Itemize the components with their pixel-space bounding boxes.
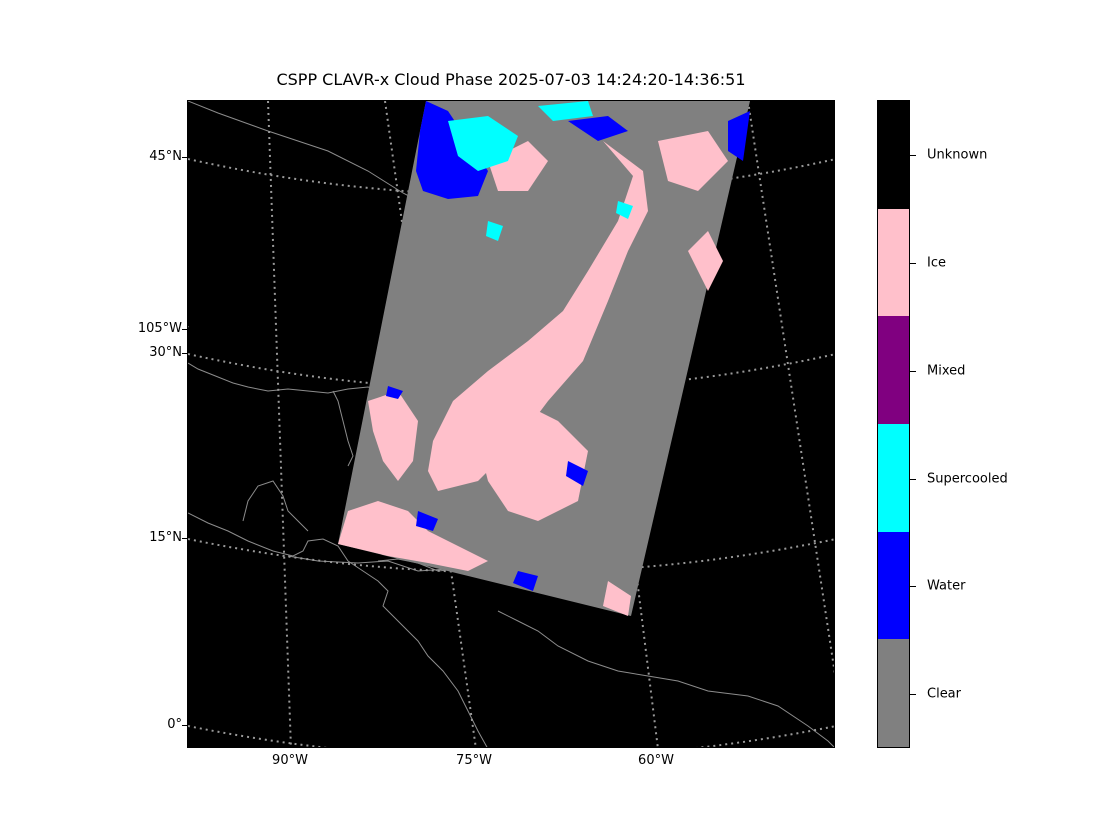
coastline-southamerica: [497, 610, 834, 747]
satellite-swath: [338, 101, 750, 616]
colorbar-segment-unknown: [878, 101, 909, 209]
colorbar-label-mixed: Mixed: [927, 363, 966, 379]
meridian-75w: [384, 101, 477, 747]
colorbar-label-supercooled: Supercooled: [927, 471, 1008, 487]
colorbar-tick-water: [910, 586, 916, 587]
lat-tick-15n: [182, 538, 187, 539]
colorbar-label-clear: Clear: [927, 686, 961, 702]
chart-title: CSPP CLAVR-x Cloud Phase 2025-07-03 14:2…: [276, 70, 746, 89]
meridian-90w: [267, 101, 292, 747]
lat-tick-45n: [182, 157, 187, 158]
lat-label-15n: 15°N: [149, 530, 182, 545]
colorbar-tick-supercooled: [910, 479, 916, 480]
map-panel: [187, 100, 835, 748]
colorbar-tick-mixed: [910, 371, 916, 372]
supercooled-regions: [448, 101, 633, 241]
colorbar-segment-supercooled: [878, 424, 909, 532]
colorbar-tick-clear: [910, 694, 916, 695]
parallel-15n: [188, 538, 834, 574]
colorbar-label-unknown: Unknown: [927, 147, 988, 163]
lon-tick-105w: [182, 329, 187, 330]
lat-tick-0: [182, 725, 187, 726]
lat-tick-30n: [182, 353, 187, 354]
colorbar-segment-clear: [878, 639, 909, 748]
colorbar-label-ice: Ice: [927, 255, 946, 271]
lat-label-45n: 45°N: [149, 149, 182, 164]
coastline-florida: [332, 390, 354, 467]
colorbar-segment-ice: [878, 208, 909, 317]
map-canvas: [188, 101, 834, 747]
coastlines: [188, 101, 834, 747]
lon-label-60w: 60°W: [638, 753, 674, 768]
meridian-east: [747, 101, 834, 675]
colorbar-label-water: Water: [927, 578, 966, 594]
coastline-north: [188, 101, 429, 207]
coastline-mexico: [188, 512, 488, 747]
colorbar-tick-unknown: [910, 155, 916, 156]
parallel-0: [188, 725, 834, 747]
colorbar: [877, 100, 910, 748]
lat-label-0: 0°: [167, 717, 182, 732]
colorbar-segment-water: [878, 531, 909, 640]
lon-label-75w: 75°W: [456, 753, 492, 768]
lon-label-90w: 90°W: [272, 753, 308, 768]
ice-regions: [338, 131, 728, 616]
coastline-yucatan: [242, 480, 309, 532]
lon-label-105w: 105°W: [137, 321, 182, 336]
colorbar-tick-ice: [910, 263, 916, 264]
colorbar-segment-mixed: [878, 316, 909, 425]
water-regions: [386, 101, 750, 591]
lat-label-30n: 30°N: [149, 345, 182, 360]
